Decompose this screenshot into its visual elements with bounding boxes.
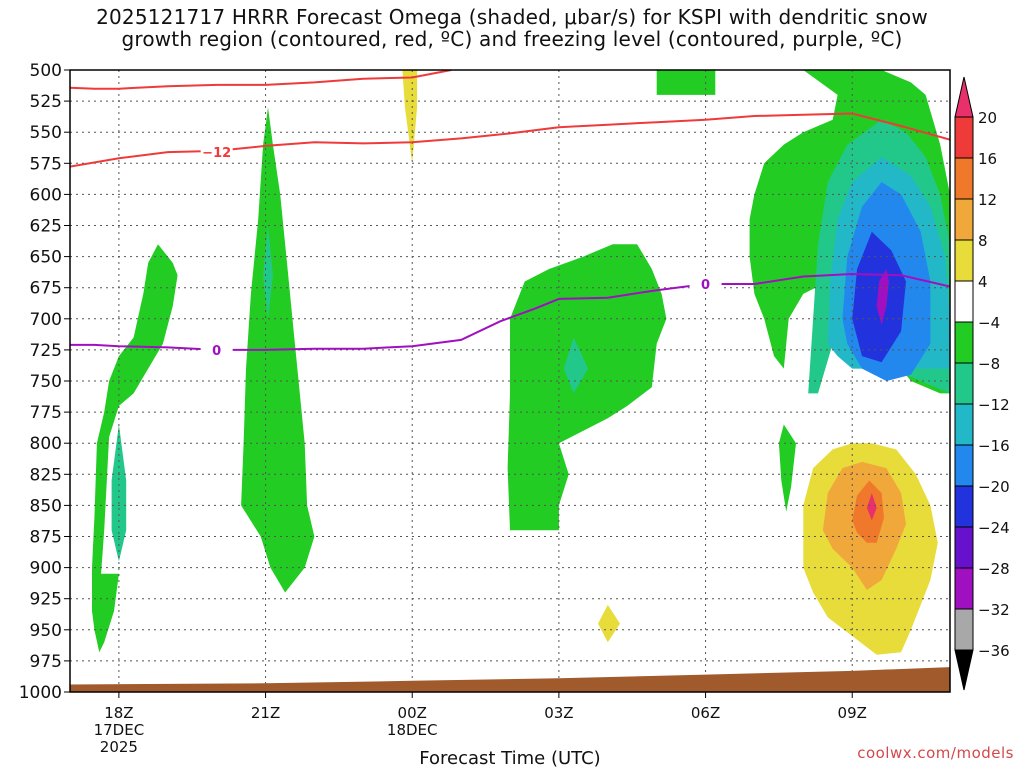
freezing-level-label-bg bbox=[200, 341, 233, 358]
chart-title-line2: growth region (contoured, red, ºC) and f… bbox=[121, 27, 903, 51]
contours: −12 0 0 bbox=[70, 70, 950, 359]
colorbar-swatch bbox=[954, 403, 974, 446]
y-tick-label: 875 bbox=[30, 528, 62, 548]
x-tick-sublabel: 18DEC bbox=[387, 721, 438, 739]
x-tick-label: 06Z bbox=[691, 704, 720, 722]
y-axis: 500 525 550 575 600 625 650 675 700 725 750 775 800 8… bbox=[19, 61, 70, 703]
omega-region-teal bbox=[263, 225, 273, 319]
y-tick-label: 925 bbox=[30, 590, 62, 610]
y-tick-label: 675 bbox=[30, 279, 62, 299]
y-tick-label: 600 bbox=[30, 185, 62, 205]
y-tick-label: 525 bbox=[30, 92, 62, 112]
freezing-level-label-2: 0 bbox=[701, 278, 710, 293]
colorbar-label: −4 bbox=[978, 314, 1000, 332]
colorbar-top-arrow bbox=[954, 76, 974, 118]
omega-shading bbox=[92, 70, 950, 655]
colorbar-label: −36 bbox=[978, 642, 1010, 660]
colorbar-label: −8 bbox=[978, 355, 1000, 373]
x-tick-sublabel: 17DEC bbox=[94, 721, 145, 739]
y-tick-label: 800 bbox=[30, 434, 62, 454]
colorbar: 20 16 12 8 4 −4 −8 −12 −16 −20 −24 −28 −32 −36 bbox=[954, 76, 1010, 691]
colorbar-swatch bbox=[954, 116, 974, 159]
colorbar-swatch bbox=[954, 239, 974, 282]
chart-title: 2025121717 HRRR Forecast Omega (shaded, … bbox=[0, 6, 1024, 50]
chart-title-line1: 2025121717 HRRR Forecast Omega (shaded, … bbox=[96, 5, 928, 29]
colorbar-swatch bbox=[954, 567, 974, 610]
y-tick-label: 725 bbox=[30, 341, 62, 361]
colorbar-swatch bbox=[954, 526, 974, 569]
omega-region-magenta bbox=[866, 493, 877, 521]
colorbar-label: −16 bbox=[978, 437, 1010, 455]
colorbar-swatch bbox=[954, 198, 974, 241]
y-tick-label: 650 bbox=[30, 248, 62, 268]
omega-region-purple bbox=[876, 269, 889, 325]
colorbar-swatch bbox=[954, 157, 974, 200]
freezing-level-label-2-bg bbox=[689, 275, 722, 292]
x-tick-label: 03Z bbox=[544, 704, 573, 722]
y-tick-label: 625 bbox=[30, 217, 62, 237]
omega-region-green bbox=[778, 424, 796, 512]
omega-region-orange bbox=[852, 480, 884, 543]
colorbar-swatch bbox=[954, 485, 974, 528]
y-tick-label: 550 bbox=[30, 123, 62, 143]
x-axis-label: Forecast Time (UTC) bbox=[419, 748, 600, 768]
omega-region-teal bbox=[563, 337, 589, 394]
dgz-contour-label: −12 bbox=[202, 146, 231, 161]
terrain bbox=[70, 667, 950, 692]
colorbar-bottom-arrow bbox=[954, 649, 974, 691]
x-tick-label: 09Z bbox=[838, 704, 867, 722]
dgz-contour-upper bbox=[70, 70, 452, 90]
y-tick-label: 1000 bbox=[19, 683, 62, 703]
y-tick-label: 850 bbox=[30, 496, 62, 516]
y-tick-label: 825 bbox=[30, 465, 62, 485]
y-tick-label: 700 bbox=[30, 310, 62, 330]
omega-region-yellow bbox=[598, 604, 620, 643]
freezing-level-label: 0 bbox=[212, 344, 221, 359]
colorbar-label: 12 bbox=[978, 191, 997, 209]
terrain-fill bbox=[70, 667, 950, 692]
x-tick-sublabel2: 2025 bbox=[100, 738, 138, 756]
colorbar-label: −24 bbox=[978, 519, 1010, 537]
y-tick-label: 900 bbox=[30, 559, 62, 579]
dgz-contour-label-bg bbox=[200, 144, 233, 161]
omega-region-green bbox=[507, 244, 667, 531]
omega-region-green bbox=[94, 573, 119, 653]
colorbar-swatch bbox=[954, 608, 974, 651]
y-tick-label: 975 bbox=[30, 652, 62, 672]
x-tick-label: 18Z bbox=[104, 704, 133, 722]
y-tick-label: 500 bbox=[30, 61, 62, 81]
y-tick-label: 750 bbox=[30, 372, 62, 392]
colorbar-label: 8 bbox=[978, 232, 988, 250]
x-tick-label: 00Z bbox=[398, 704, 427, 722]
y-tick-label: 950 bbox=[30, 621, 62, 641]
credit-text: coolwx.com/models bbox=[857, 744, 1014, 762]
omega-region-teal bbox=[111, 424, 127, 562]
colorbar-label: −12 bbox=[978, 396, 1010, 414]
gridlines bbox=[70, 70, 950, 692]
colorbar-swatch bbox=[954, 321, 974, 364]
y-tick-label: 575 bbox=[30, 154, 62, 174]
colorbar-swatch bbox=[954, 280, 974, 323]
y-tick-label: 775 bbox=[30, 403, 62, 423]
colorbar-swatch bbox=[954, 362, 974, 405]
colorbar-label: 20 bbox=[978, 109, 997, 127]
colorbar-label: 16 bbox=[978, 150, 997, 168]
colorbar-label: −20 bbox=[978, 478, 1010, 496]
x-tick-label: 21Z bbox=[251, 704, 280, 722]
colorbar-swatch bbox=[954, 444, 974, 487]
freezing-level-contour bbox=[70, 272, 950, 351]
omega-region-green bbox=[92, 244, 178, 630]
omega-region-yellow bbox=[402, 70, 418, 164]
colorbar-label: −28 bbox=[978, 560, 1010, 578]
colorbar-label: −32 bbox=[978, 601, 1010, 619]
omega-region-green bbox=[656, 70, 716, 95]
colorbar-label: 4 bbox=[978, 273, 988, 291]
